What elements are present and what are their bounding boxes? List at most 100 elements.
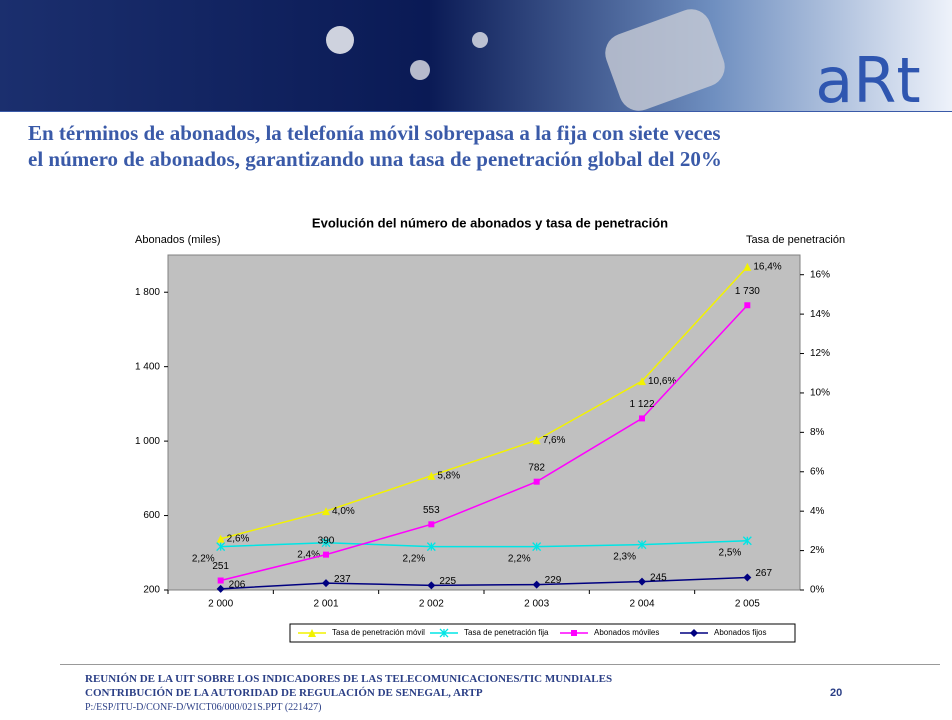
data-label: 782 (528, 462, 545, 473)
marker (532, 436, 541, 445)
data-label: 2,2% (403, 553, 426, 564)
data-label: 245 (650, 572, 667, 583)
marker (744, 302, 751, 309)
marker (690, 629, 698, 637)
y-tick-label: 1 400 (135, 361, 160, 372)
data-label: 2,2% (192, 553, 215, 564)
y2-tick-label: 12% (810, 348, 830, 359)
marker (216, 534, 225, 543)
data-label: 10,6% (648, 376, 676, 387)
marker (639, 415, 645, 422)
light (472, 32, 488, 48)
data-label: 2,3% (613, 551, 636, 562)
marker (743, 573, 752, 582)
plot-area (167, 254, 801, 591)
y-tick-label: 1 800 (135, 287, 160, 298)
page-number: 20 (830, 687, 843, 699)
marker (638, 377, 646, 386)
series-line (220, 539, 748, 548)
y2-tick-label: 16% (810, 269, 830, 280)
data-label: 5,8% (437, 470, 460, 481)
marker (532, 580, 541, 589)
y2-tick-label: 14% (810, 309, 830, 320)
footer-line: REUNIÓN DE LA UIT SOBRE LOS INDICADORES … (85, 673, 613, 685)
marker (322, 579, 330, 588)
legend-box (289, 623, 796, 643)
marker (323, 551, 329, 558)
x-tick-label: 2 005 (735, 599, 760, 610)
x-tick-label: 2 000 (208, 599, 233, 610)
legend-label: Tasa de penetración fija (464, 628, 549, 637)
y2-tick-label: 10% (810, 388, 830, 399)
data-label: 2,6% (227, 533, 250, 544)
marker (532, 542, 542, 552)
marker (638, 577, 646, 586)
marker (571, 630, 577, 636)
marker (217, 577, 224, 584)
y2-axis-title: Tasa de penetración (746, 234, 845, 246)
data-label: 1 122 (629, 399, 654, 410)
series-line (220, 304, 748, 582)
x-tick-label: 2 002 (419, 599, 444, 610)
y2-tick-label: 4% (810, 506, 825, 517)
slide-title: En términos de abonados, la telefonía mó… (28, 120, 722, 172)
y2-tick-label: 0% (810, 585, 825, 596)
legend-label: Abonados fijos (714, 628, 766, 637)
logo: aRt (815, 44, 920, 112)
title-line: En términos de abonados, la telefonía mó… (28, 121, 721, 145)
marker (533, 478, 540, 485)
data-label: 251 (212, 561, 229, 572)
data-label: 2,2% (508, 553, 531, 564)
data-label: 225 (439, 576, 456, 587)
footer-rule (60, 664, 940, 665)
series-line (220, 266, 748, 540)
legend-label: Abonados móviles (594, 628, 659, 637)
chart-title: Evolución del número de abonados y tasa … (312, 215, 668, 230)
light (410, 60, 430, 80)
x-tick-label: 2 004 (629, 599, 654, 610)
y2-tick-label: 2% (810, 545, 825, 556)
data-label: 390 (318, 535, 335, 546)
y-tick-label: 200 (143, 585, 160, 596)
header-banner: aRt (0, 0, 952, 112)
banner-background (0, 0, 952, 112)
legend-label: Tasa de penetración móvil (332, 628, 425, 637)
light (326, 26, 354, 54)
marker (427, 471, 436, 480)
marker (742, 536, 752, 546)
data-label: 267 (755, 568, 772, 579)
y2-tick-label: 8% (810, 427, 825, 438)
data-label: 7,6% (543, 435, 566, 446)
marker (216, 542, 226, 552)
marker (426, 542, 436, 552)
marker (322, 507, 330, 516)
footer-line: CONTRIBUCIÓN DE LA AUTORIDAD DE REGULACI… (85, 687, 483, 699)
data-label: 237 (334, 574, 351, 585)
marker (439, 628, 449, 638)
marker (637, 540, 647, 550)
y-axis-title: Abonados (miles) (135, 234, 221, 246)
marker (321, 538, 331, 548)
marker (216, 584, 225, 593)
data-label: 229 (545, 575, 562, 586)
x-tick-label: 2 001 (313, 599, 338, 610)
data-label: 2,5% (719, 547, 742, 558)
data-label: 1 730 (735, 286, 760, 297)
data-label: 16,4% (753, 261, 781, 272)
y-tick-label: 1 000 (135, 436, 160, 447)
marker (428, 521, 435, 528)
series-line (220, 576, 748, 590)
marker (308, 629, 316, 637)
x-tick-label: 2 003 (524, 599, 549, 610)
marker (743, 262, 752, 271)
data-label: 553 (423, 505, 440, 516)
y-tick-label: 600 (143, 510, 160, 521)
data-label: 4,0% (332, 506, 355, 517)
marker (427, 581, 436, 590)
phone (605, 9, 725, 111)
y2-tick-label: 6% (810, 466, 825, 477)
data-label: 206 (229, 580, 246, 591)
title-line: el número de abonados, garantizando una … (28, 147, 722, 171)
